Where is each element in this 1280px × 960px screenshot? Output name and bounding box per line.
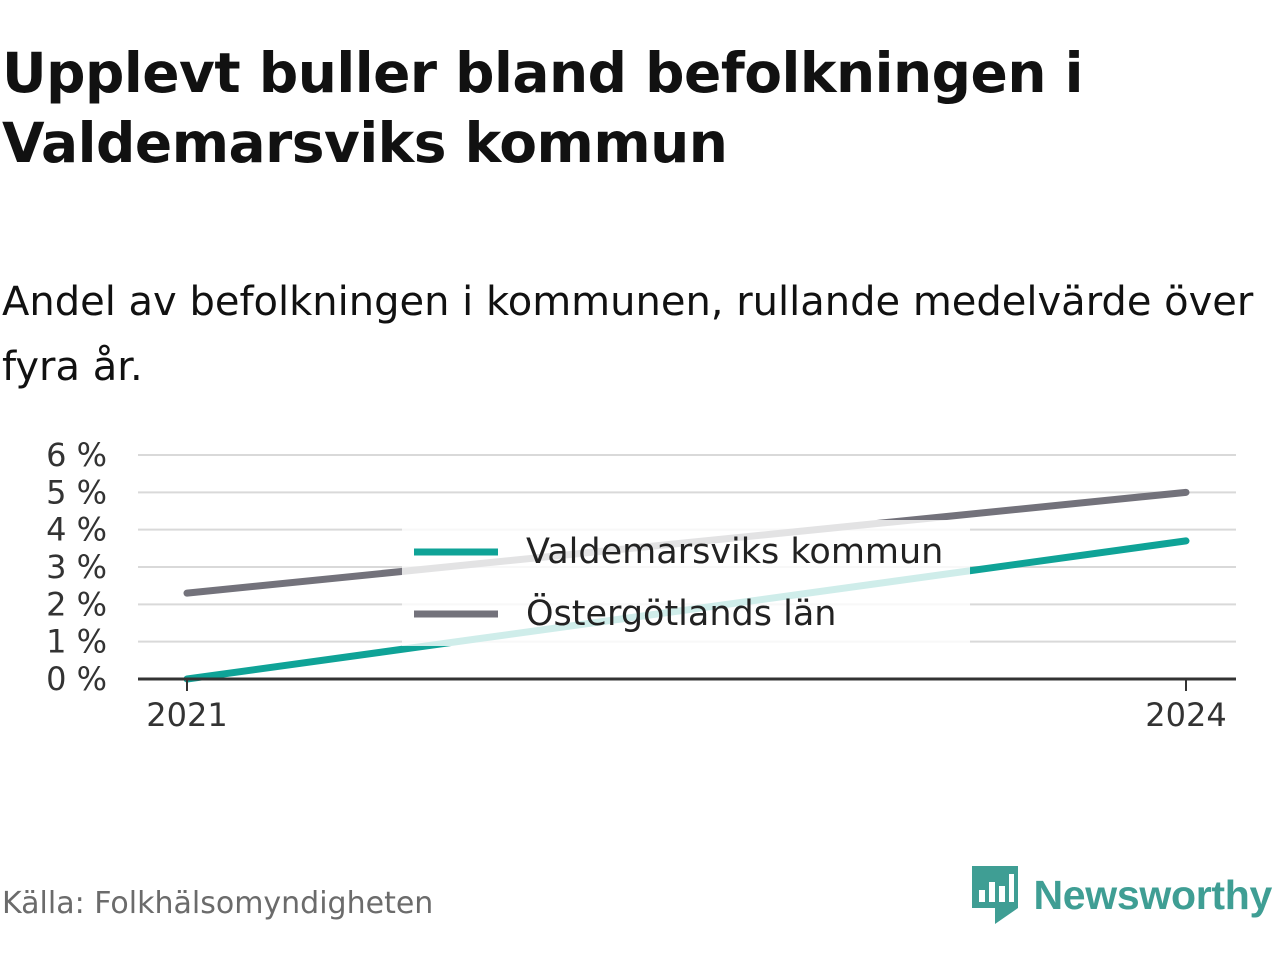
chart-subtitle: Andel av befolkningen i kommunen, rullan… (2, 279, 1254, 390)
x-axis: 2021 2024 (138, 677, 1236, 734)
source-note: Källa: Folkhälsomyndigheten (2, 886, 434, 921)
x-tick-label: 2024 (1145, 696, 1226, 734)
chart-title: Upplevt buller bland befolkningen i Vald… (2, 41, 1083, 175)
y-tick-label: 5 % (46, 473, 107, 511)
y-tick-label: 3 % (46, 548, 107, 586)
y-tick-label: 6 % (46, 436, 107, 474)
y-axis-ticks: 0 %1 %2 %3 %4 %5 %6 % (46, 436, 107, 698)
line-chart: 0 %1 %2 %3 %4 %5 %6 % 2021 2024 Valdemars… (46, 436, 1236, 734)
brand-name: Newsworthy (1033, 871, 1273, 918)
y-tick-label: 0 % (46, 660, 107, 698)
y-tick-label: 2 % (46, 585, 107, 623)
legend-label: Valdemarsviks kommun (526, 532, 943, 572)
legend: Valdemarsviks kommun Östergötlands län (402, 520, 970, 646)
y-tick-label: 4 % (46, 511, 107, 549)
newsworthy-bar-chart-icon (971, 866, 1018, 924)
y-tick-label: 1 % (46, 623, 107, 661)
brand-logo: Newsworthy (970, 864, 1273, 926)
x-tick-label: 2021 (146, 696, 227, 734)
legend-background (402, 520, 970, 646)
legend-label: Östergötlands län (526, 592, 836, 634)
